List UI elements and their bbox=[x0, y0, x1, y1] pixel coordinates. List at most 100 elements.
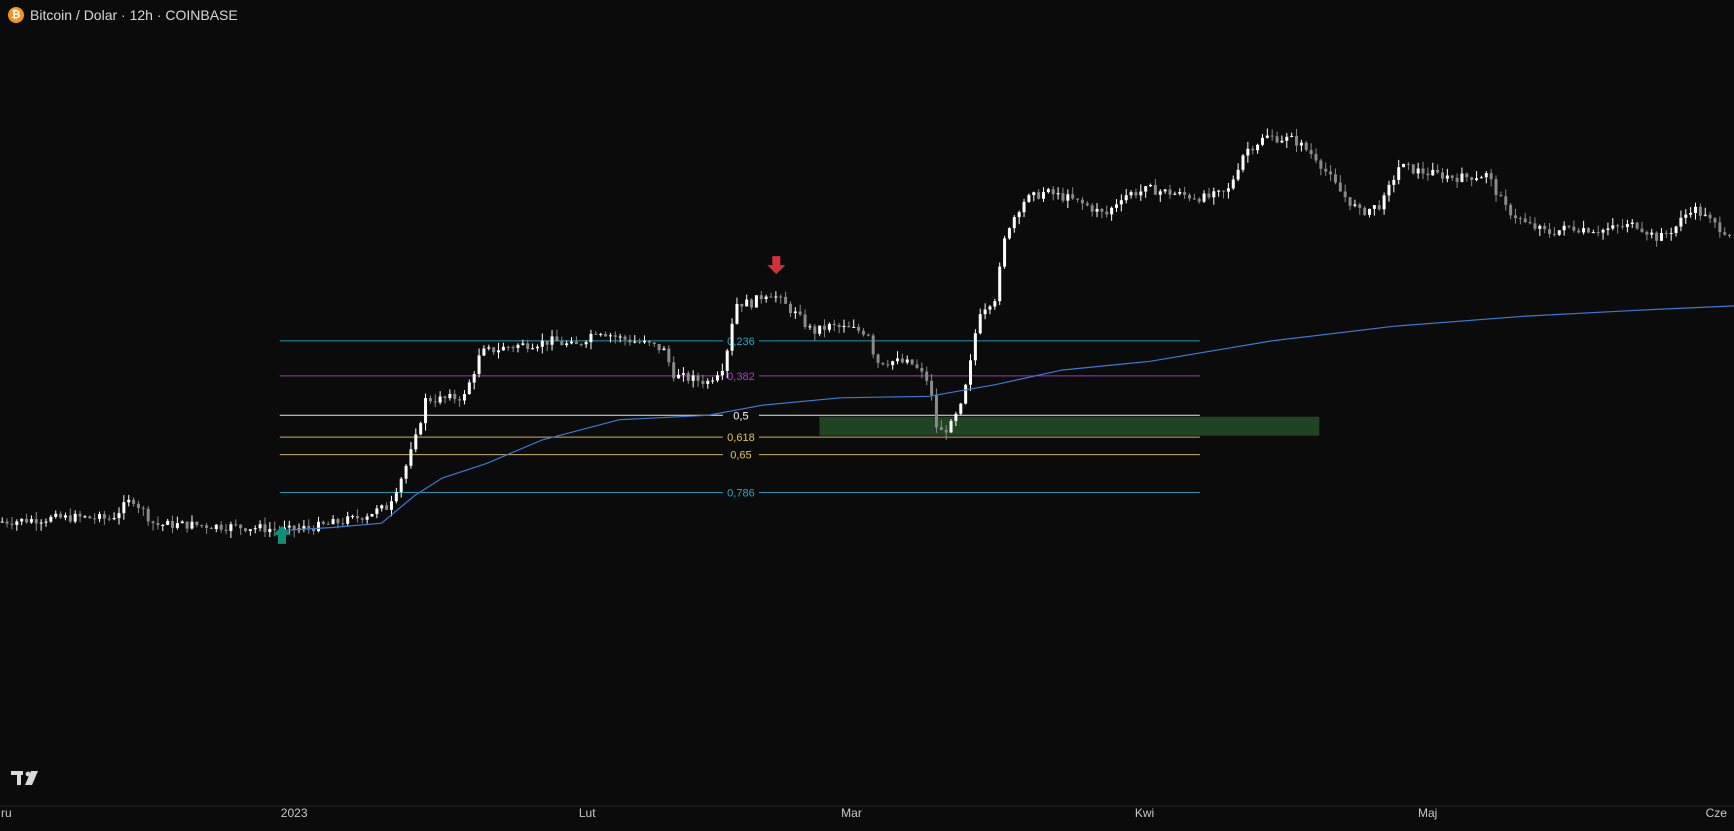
candle-body bbox=[1494, 179, 1498, 196]
candle-body bbox=[1076, 198, 1080, 200]
candle-body bbox=[370, 514, 374, 517]
candle-body bbox=[1538, 225, 1542, 229]
candle-body bbox=[1377, 205, 1381, 210]
candle-body bbox=[964, 384, 968, 404]
candle-body bbox=[1153, 184, 1157, 195]
candle-body bbox=[195, 521, 199, 526]
candle-body bbox=[706, 380, 710, 384]
candle-body bbox=[983, 309, 987, 315]
candle-body bbox=[409, 449, 413, 466]
candle-body bbox=[365, 516, 369, 520]
candle-body bbox=[1358, 204, 1362, 208]
candle-body bbox=[1017, 212, 1021, 218]
candle-body bbox=[1489, 173, 1493, 180]
candle-body bbox=[949, 420, 953, 433]
candle-body bbox=[34, 519, 38, 524]
candle-body bbox=[1265, 135, 1269, 138]
candle-body bbox=[1552, 233, 1556, 235]
candle-body bbox=[1309, 149, 1313, 155]
candle-body bbox=[25, 518, 29, 523]
candle-body bbox=[141, 507, 145, 509]
symbol-title[interactable]: Bitcoin / Dolar · 12h · COINBASE bbox=[30, 7, 238, 23]
candle-body bbox=[1518, 218, 1522, 220]
candle-body bbox=[1718, 222, 1722, 233]
tradingview-logo[interactable] bbox=[11, 770, 43, 786]
candle-body bbox=[375, 508, 379, 515]
candle-body bbox=[1129, 192, 1133, 196]
candle-body bbox=[258, 524, 262, 529]
candle-body bbox=[1275, 136, 1279, 143]
candle-body bbox=[1071, 194, 1075, 199]
candle-body bbox=[871, 335, 875, 355]
candle-body bbox=[642, 340, 646, 343]
candle-body bbox=[156, 523, 160, 526]
candle-body bbox=[49, 516, 53, 522]
candle-body bbox=[414, 434, 418, 450]
candle-body bbox=[1387, 184, 1391, 196]
candle-body bbox=[487, 347, 491, 349]
candle-body bbox=[1659, 232, 1663, 241]
candle-body bbox=[1572, 226, 1576, 231]
candle-body bbox=[652, 342, 656, 345]
candle-body bbox=[458, 399, 462, 401]
candle-body bbox=[1372, 205, 1376, 209]
candle-body bbox=[433, 401, 437, 403]
candle-body bbox=[1119, 200, 1123, 205]
candle-body bbox=[5, 521, 9, 524]
candle-body bbox=[1402, 163, 1406, 168]
candle-body bbox=[292, 525, 296, 531]
candle-body bbox=[171, 520, 175, 528]
candle-body bbox=[973, 333, 977, 361]
candle-body bbox=[779, 296, 783, 298]
candle-body bbox=[896, 358, 900, 362]
candle-body bbox=[715, 375, 719, 381]
candle-body bbox=[190, 521, 194, 529]
candle-body bbox=[1168, 189, 1172, 195]
candle-body bbox=[681, 373, 685, 375]
candle-body bbox=[798, 311, 802, 315]
candle-body bbox=[657, 344, 661, 351]
candle-body bbox=[662, 348, 666, 351]
candle-body bbox=[691, 375, 695, 381]
candle-body bbox=[1080, 199, 1084, 204]
candle-body bbox=[1246, 148, 1250, 156]
candle-body bbox=[321, 521, 325, 524]
candle-body bbox=[1611, 225, 1615, 229]
candle-body bbox=[818, 325, 822, 334]
time-axis-label: 2023 bbox=[281, 806, 308, 820]
candle-body bbox=[88, 516, 92, 519]
candle-body bbox=[1329, 171, 1333, 175]
candle-body bbox=[229, 524, 233, 531]
chart-header: ₿ Bitcoin / Dolar · 12h · COINBASE bbox=[8, 5, 238, 25]
candle-body bbox=[331, 519, 335, 525]
candle-body bbox=[1450, 175, 1454, 178]
candle-body bbox=[959, 403, 963, 414]
candle-body bbox=[385, 505, 389, 510]
candle-body bbox=[316, 521, 320, 532]
candle-body bbox=[1124, 195, 1128, 201]
candle-body bbox=[492, 347, 496, 353]
candle-body bbox=[1625, 224, 1629, 228]
candle-body bbox=[910, 359, 914, 365]
candle-body bbox=[764, 296, 768, 300]
candle-body bbox=[462, 394, 466, 401]
candle-body bbox=[161, 524, 165, 526]
candle-body bbox=[1105, 211, 1109, 215]
candle-body bbox=[1046, 189, 1050, 193]
candle-body bbox=[1007, 228, 1011, 239]
fib-level-label: 0,382 bbox=[727, 371, 755, 383]
candle-body bbox=[754, 295, 758, 308]
candle-body bbox=[346, 516, 350, 524]
candle-body bbox=[424, 398, 428, 424]
candle-body bbox=[881, 362, 885, 365]
candle-body bbox=[44, 521, 48, 523]
candle-body bbox=[847, 325, 851, 328]
candles bbox=[0, 128, 1732, 538]
candle-body bbox=[1557, 230, 1561, 235]
candle-body bbox=[735, 303, 739, 324]
candle-body bbox=[351, 516, 355, 518]
candle-body bbox=[1645, 231, 1649, 235]
candle-body bbox=[1616, 225, 1620, 227]
candle-body bbox=[1703, 214, 1707, 216]
